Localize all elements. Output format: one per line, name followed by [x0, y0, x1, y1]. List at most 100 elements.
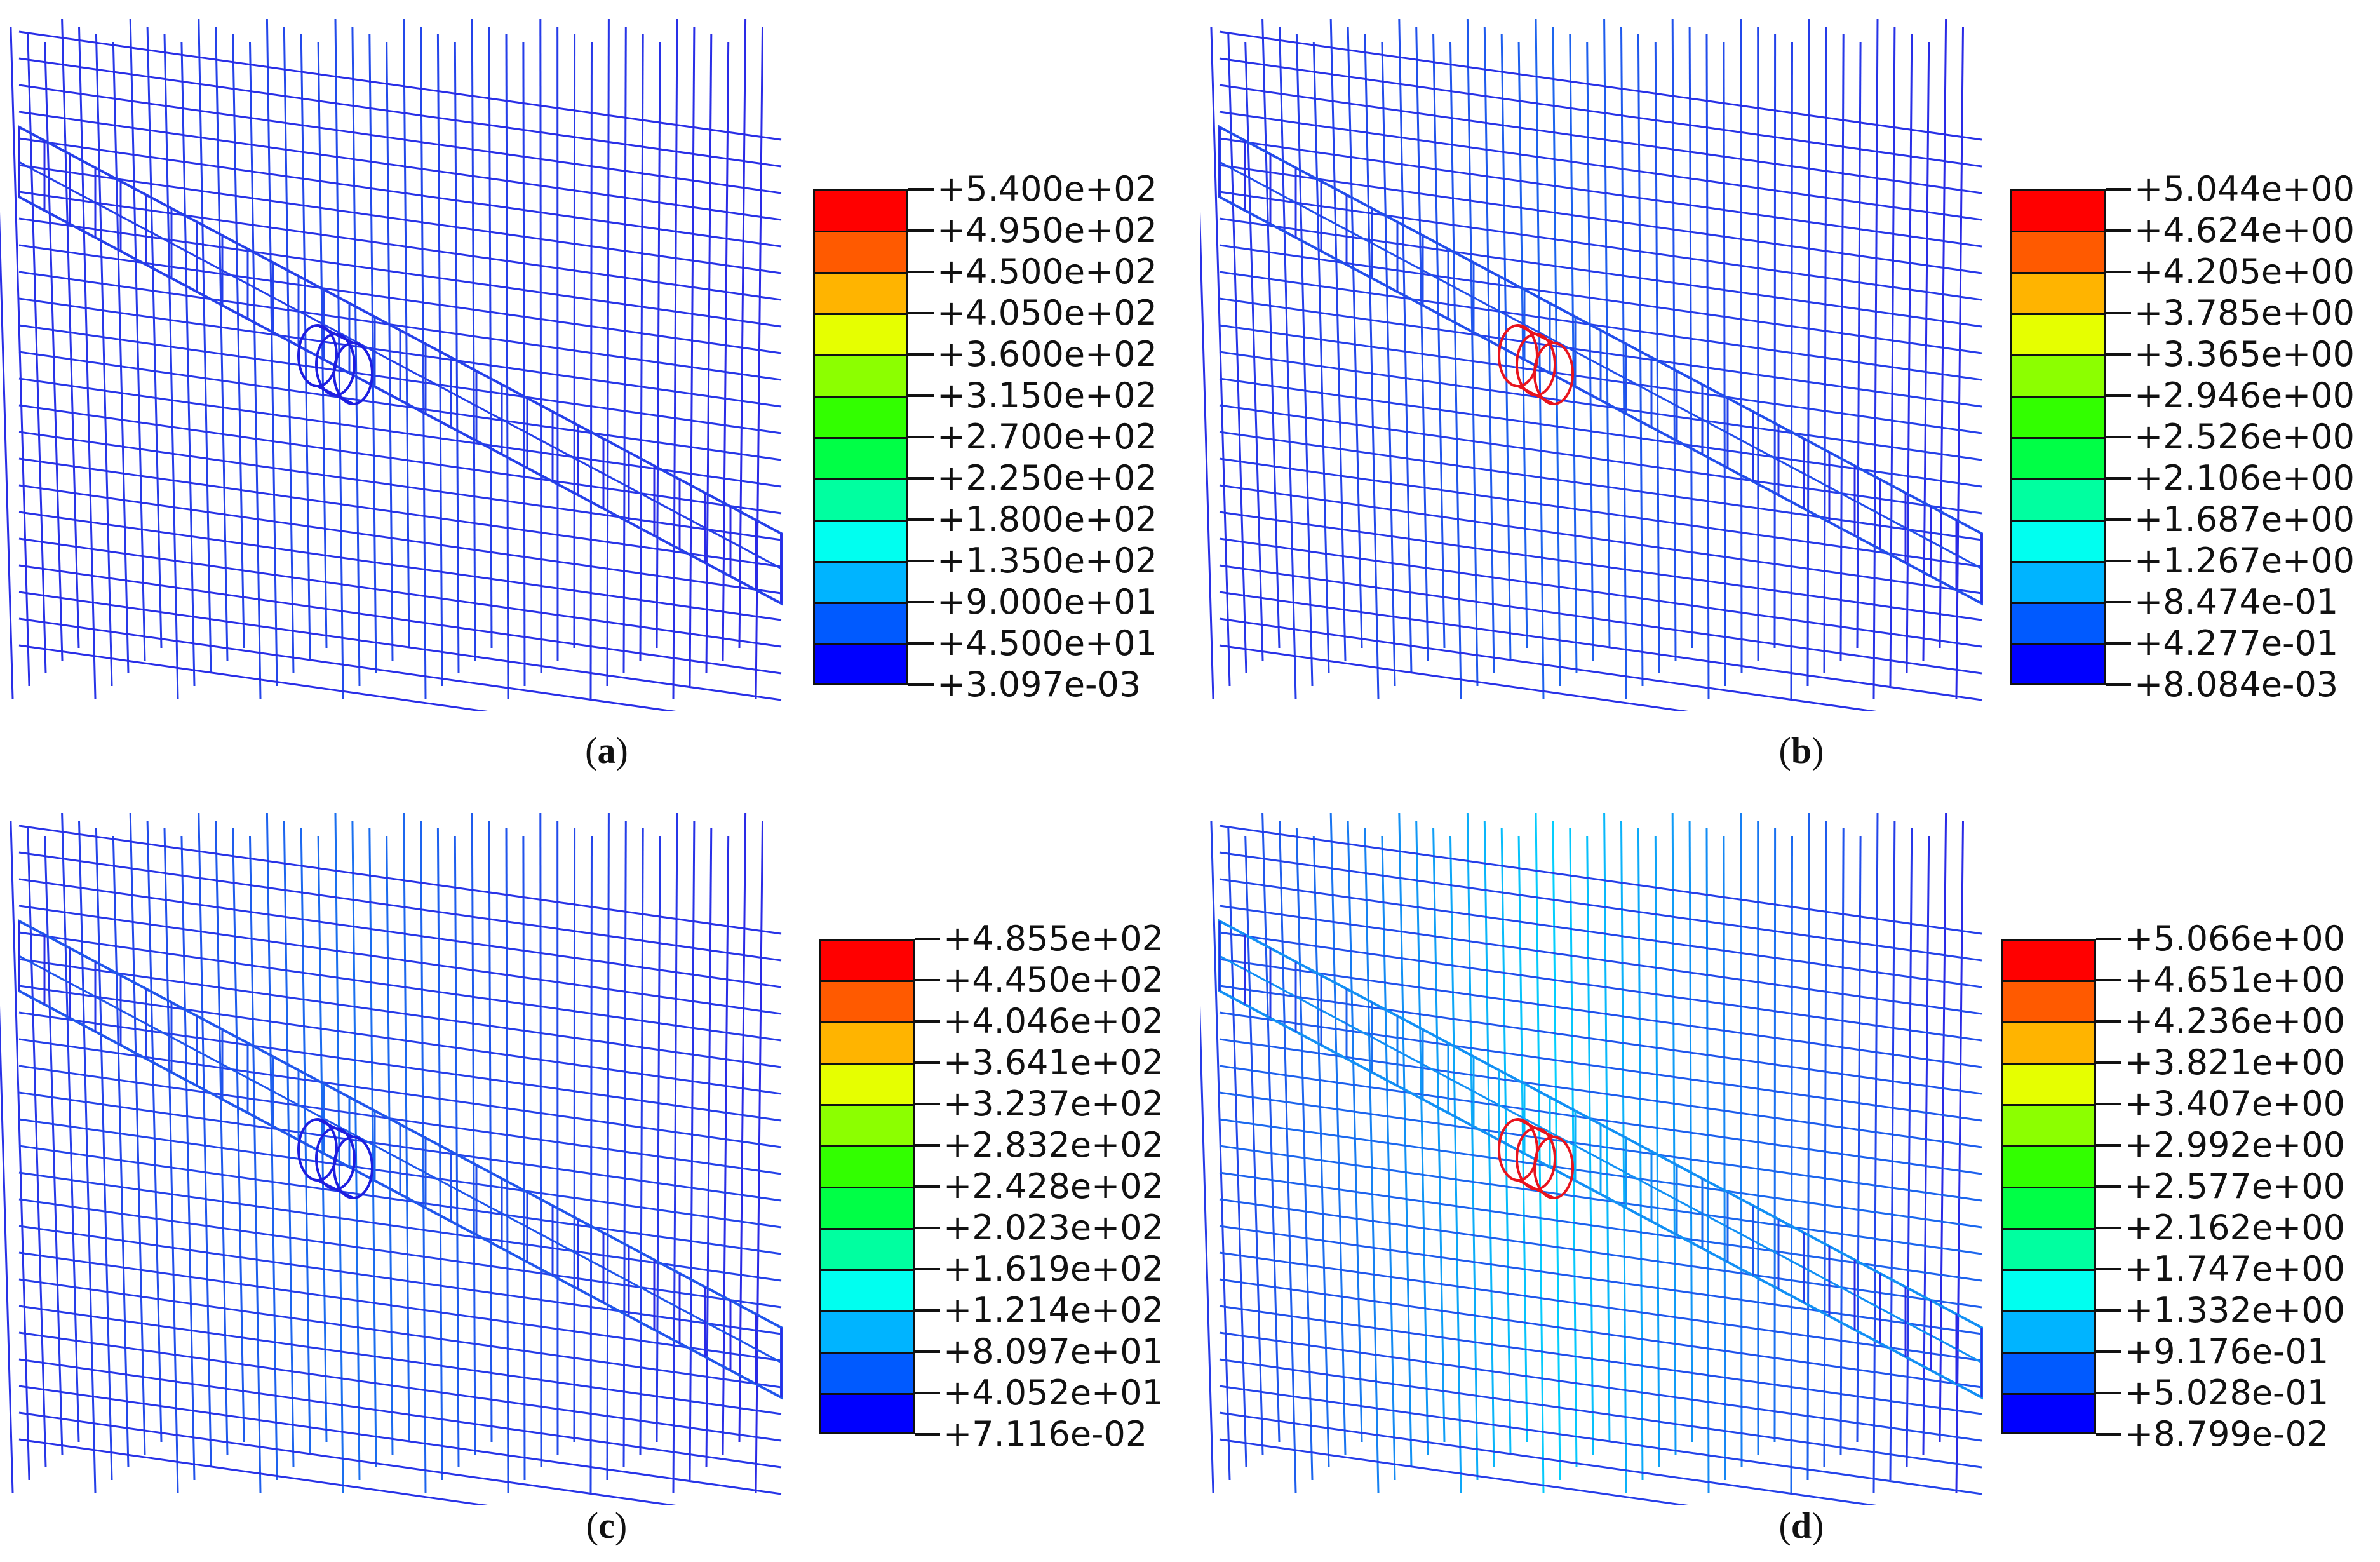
caption-b: (b)	[1778, 730, 1824, 771]
vertical-rebar	[232, 828, 245, 1443]
vertical-rebar	[1312, 41, 1330, 674]
horizontal-rebar	[1219, 1385, 1982, 1495]
legend-tick	[908, 477, 934, 480]
legend-swatch	[819, 1145, 915, 1187]
legend-swatch	[2001, 1393, 2096, 1434]
horizontal-rebar	[18, 931, 782, 1042]
legend-tick	[915, 1020, 940, 1023]
vertical-rebar	[215, 26, 229, 661]
horizontal-rebar	[18, 1411, 681, 1505]
vertical-rebar	[420, 820, 427, 1493]
legend-value-label: +1.747e+00	[2125, 1249, 2346, 1289]
legend-swatch	[819, 980, 915, 1021]
legend-tick	[908, 683, 934, 686]
vertical-rebar	[198, 812, 212, 1468]
legend-value-label: +2.992e+00	[2125, 1125, 2346, 1165]
caption-letter-b: b	[1791, 730, 1812, 771]
horizontal-rebar	[18, 84, 782, 194]
legend-value-label: +1.214e+02	[943, 1290, 1164, 1330]
legend-swatch	[2001, 1063, 2096, 1104]
legend-tick	[2106, 188, 2131, 191]
horizontal-rebar	[1219, 1145, 1982, 1255]
legend-tick	[915, 1392, 940, 1394]
legend-tick	[2106, 394, 2131, 397]
vertical-rebar	[1637, 34, 1644, 687]
vertical-rebar	[1872, 18, 1879, 699]
vertical-rebar	[1839, 828, 1845, 1455]
horizontal-rebar	[18, 457, 782, 568]
caption-letter-a: a	[597, 730, 616, 771]
vertical-rebar	[1279, 820, 1297, 1493]
vertical-rebar	[522, 41, 526, 687]
legend-tick	[908, 312, 934, 314]
legend-a: +5.400e+02 +4.950e+02 +4.500e+02 +4.050e+02…	[813, 170, 1194, 704]
vertical-rebar	[1210, 820, 1231, 1481]
legend-tick	[908, 642, 934, 645]
horizontal-rebar	[1219, 57, 1982, 168]
legend-value-label: +2.023e+02	[943, 1208, 1164, 1248]
vertical-rebar	[755, 26, 763, 699]
vertical-rebar	[300, 34, 311, 661]
vertical-rebar	[722, 41, 730, 661]
horizontal-rebar	[18, 1011, 782, 1122]
legend-value-label: +2.700e+02	[937, 417, 1158, 457]
horizontal-rebar	[1219, 1225, 1982, 1335]
horizontal-rebar	[1219, 1411, 1881, 1505]
vertical-rebar	[1466, 812, 1479, 1481]
vertical-rebar	[436, 34, 443, 687]
steel-connector-edge	[1517, 324, 1554, 344]
horizontal-rebar	[1219, 905, 1982, 1015]
horizontal-rebar	[1219, 457, 1982, 568]
vertical-rebar	[1261, 812, 1281, 1443]
legend-tick	[915, 1433, 940, 1436]
vertical-rebar	[639, 828, 644, 1455]
legend-swatch	[2010, 561, 2106, 602]
legend-swatch	[2010, 602, 2106, 643]
legend-swatch	[813, 272, 908, 313]
horizontal-rebar	[18, 1305, 782, 1415]
horizontal-rebar	[1219, 164, 1982, 274]
vertical-rebar	[1329, 18, 1347, 661]
vertical-rebar	[1856, 835, 1862, 1443]
legend-swatch	[2010, 231, 2106, 272]
vertical-rebar	[1500, 828, 1512, 1455]
horizontal-rebar	[18, 1331, 782, 1442]
vertical-rebar	[738, 812, 747, 1443]
legend-swatch	[819, 1269, 915, 1310]
horizontal-rebar	[18, 1385, 782, 1495]
vertical-rebar	[1244, 41, 1264, 661]
legend-c: +4.855e+02 +4.450e+02 +4.046e+02 +3.641e+02…	[819, 920, 1200, 1453]
vertical-rebar	[622, 26, 627, 674]
legend-value-label: +9.000e+01	[937, 582, 1158, 622]
legend-value-label: +3.237e+02	[943, 1084, 1164, 1124]
legend-swatch	[2001, 1187, 2096, 1228]
horizontal-rebar	[18, 1198, 782, 1309]
vertical-rebar	[1922, 835, 1930, 1455]
legend-swatch	[813, 643, 908, 685]
vertical-rebar	[471, 18, 476, 661]
legend-swatch	[2001, 1104, 2096, 1145]
horizontal-rebar	[18, 164, 782, 274]
legend-value-label: +4.855e+02	[943, 919, 1164, 959]
legend-swatch	[813, 231, 908, 272]
vertical-rebar	[1688, 26, 1693, 649]
vertical-rebar	[368, 34, 377, 674]
vertical-rebar	[656, 835, 661, 1443]
legend-tick	[2106, 683, 2131, 686]
legend-tick	[2096, 1020, 2121, 1023]
legend-tick	[2096, 1268, 2121, 1270]
horizontal-rebar	[18, 431, 782, 541]
horizontal-rebar	[18, 1278, 782, 1389]
horizontal-rebar	[1219, 958, 1982, 1068]
horizontal-rebar	[18, 825, 782, 935]
vertical-rebar	[672, 18, 678, 699]
horizontal-rebar	[18, 591, 782, 701]
horizontal-rebar	[1219, 1358, 1982, 1469]
horizontal-rebar	[1219, 1278, 1982, 1389]
horizontal-rebar	[18, 1145, 782, 1255]
contour-panel-d: +5.066e+00 +4.651e+00 +4.236e+00 +3.821e+00…	[1200, 794, 2380, 1562]
legend-tick	[2106, 353, 2131, 356]
vertical-rebar	[1922, 41, 1930, 661]
legend-swatch	[2010, 272, 2106, 313]
horizontal-rebar	[18, 271, 782, 381]
